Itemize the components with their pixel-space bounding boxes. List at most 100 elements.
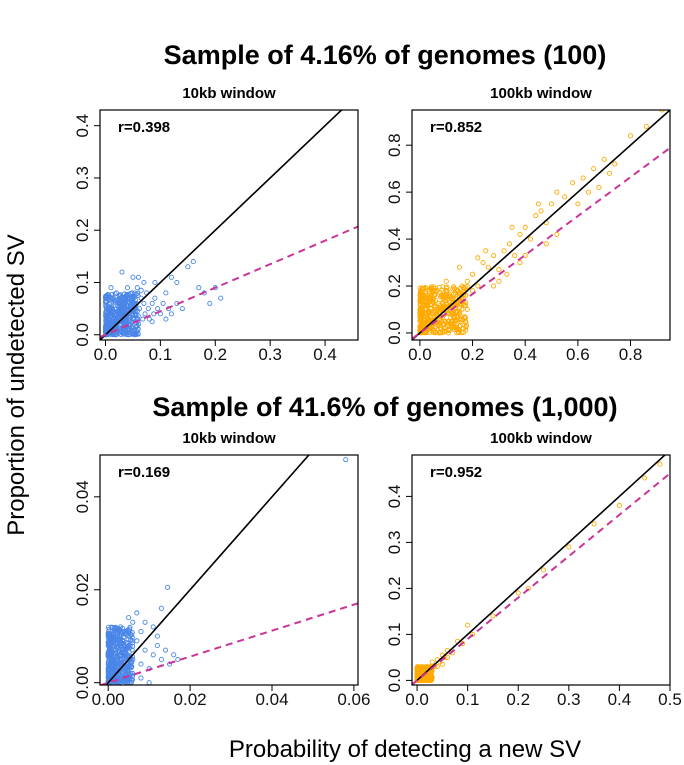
panel-0-cluster-point bbox=[107, 307, 113, 313]
panel-2-cluster-point bbox=[124, 643, 131, 649]
panel-2-data-point bbox=[142, 619, 148, 625]
panel-0-data-point bbox=[113, 290, 120, 296]
panel-1-cluster-point bbox=[419, 294, 425, 300]
panel-1-cluster-point bbox=[443, 319, 449, 326]
panel-1-cluster-point bbox=[450, 286, 456, 292]
panel-1-x-tick-label: 0.4 bbox=[513, 345, 537, 364]
panel-1-data-point bbox=[496, 267, 502, 273]
panel-1-cluster-point bbox=[427, 324, 433, 330]
panel-top-left: 10kb window 0.0 0.1 0.2 0.3 0.4 0.0 0.1 0.2 0.3 0.… bbox=[73, 85, 359, 364]
panel-1-data-point bbox=[475, 255, 481, 261]
panel-3-data-point bbox=[642, 475, 648, 481]
panel-0-x-tick-label: 0.0 bbox=[94, 345, 118, 364]
panel-3-y-tick-label: 0.2 bbox=[385, 577, 404, 601]
panel-1-data-point bbox=[543, 241, 549, 247]
panel-1-cluster-point bbox=[421, 285, 427, 292]
panel-0-data-point bbox=[142, 311, 148, 317]
panel-2-cluster-point bbox=[129, 677, 136, 683]
panel-0-x-tick-label: 0.4 bbox=[313, 345, 337, 364]
panel-0-frame bbox=[99, 109, 359, 341]
panel-2-data-point bbox=[126, 615, 132, 621]
panel-1-cluster-point bbox=[463, 302, 469, 308]
panel-1-data-point bbox=[433, 311, 439, 317]
panel-0-cluster-point bbox=[104, 319, 110, 325]
panel-2-data-point bbox=[134, 610, 140, 616]
panel-2-cluster-point bbox=[117, 627, 123, 633]
panel-3-data-point bbox=[616, 503, 622, 509]
panel-1-cluster-point bbox=[444, 288, 450, 294]
panel-2-data-point bbox=[142, 647, 148, 653]
panel-1-cluster-point bbox=[428, 327, 434, 333]
panel-2-cluster-point bbox=[105, 643, 111, 649]
panel-0-data-point bbox=[134, 285, 140, 291]
panel-1-cluster-point bbox=[446, 326, 452, 332]
panel-1-data-point bbox=[470, 271, 476, 277]
panel-2-data-point bbox=[117, 652, 124, 658]
panel-1-cluster-point bbox=[428, 285, 434, 292]
panel-1-data-point bbox=[596, 184, 602, 190]
panel-1-cluster-point bbox=[427, 291, 433, 297]
panel-3-data-point bbox=[540, 567, 547, 573]
panel-2-cluster-point bbox=[118, 636, 124, 642]
panel-0-y-tick-label: 0.1 bbox=[73, 271, 92, 295]
panel-2-x-tick-label: 0.00 bbox=[92, 690, 125, 709]
panel-0-data-point bbox=[138, 287, 144, 293]
panel-2-data-point bbox=[126, 633, 132, 639]
panel-3-data-point bbox=[465, 622, 471, 628]
panel-1-data-point bbox=[464, 278, 470, 284]
panel-1-cluster-point bbox=[451, 310, 457, 316]
panel-2-cluster-point bbox=[112, 626, 118, 632]
panel-0-fit-line bbox=[100, 225, 358, 339]
panel-3-data-point bbox=[591, 521, 597, 527]
panel-0-data-point bbox=[149, 319, 155, 325]
panel-3-cluster-point bbox=[425, 674, 431, 680]
panel-0-data-point bbox=[130, 316, 136, 322]
panel-3-y-tick-label: 0.4 bbox=[385, 485, 404, 509]
panel-0-data-point bbox=[163, 290, 169, 296]
panel-1-data-point bbox=[483, 248, 489, 254]
panel-2-cluster-point bbox=[109, 657, 115, 664]
panel-1-cluster-point bbox=[457, 309, 463, 315]
panel-2-cluster-point bbox=[105, 631, 111, 637]
panel-0-data-point bbox=[116, 298, 122, 304]
panel-2-data-point bbox=[138, 661, 144, 667]
panel-0-plot-area bbox=[100, 110, 358, 340]
panel-0-data-point bbox=[135, 321, 141, 327]
panel-0-data-point bbox=[124, 285, 130, 291]
panel-1-cluster-point bbox=[463, 319, 469, 325]
panel-2-data-point bbox=[109, 670, 115, 676]
panel-0-data-point bbox=[163, 316, 169, 322]
panel-1-cluster-point bbox=[437, 289, 443, 295]
panel-0-data-point bbox=[130, 274, 136, 280]
panel-2-y-tick-label: 0.02 bbox=[73, 573, 92, 606]
panel-2-cluster-point bbox=[119, 659, 125, 666]
panel-1-cluster-point bbox=[440, 303, 447, 309]
panel-0-data-point bbox=[149, 300, 155, 306]
panel-1-data-point bbox=[491, 283, 497, 289]
panel-2-cluster-point bbox=[112, 650, 118, 656]
panel-bottom-left: 10kb window 0.00 0.02 0.04 0.06 0.00 0.02 0.04 r… bbox=[73, 430, 370, 709]
panel-0-data-point bbox=[218, 295, 224, 301]
panel-1-data-point bbox=[533, 213, 539, 219]
panel-1-data-point bbox=[491, 252, 497, 259]
panel-2-x-tick-label: 0.02 bbox=[174, 690, 207, 709]
panel-0-data-point bbox=[131, 300, 137, 306]
panel-3-cluster-point bbox=[416, 665, 422, 671]
panel-0-y-tick-label: 0.3 bbox=[73, 166, 92, 190]
panel-2-correlation-label: r=0.169 bbox=[118, 464, 170, 481]
panel-0-data-point bbox=[123, 316, 129, 322]
panel-1-data-point bbox=[459, 283, 465, 289]
panel-0-data-point bbox=[140, 316, 146, 322]
y-axis-label: Proportion of undetected SV bbox=[3, 234, 30, 536]
panel-1-data-point bbox=[456, 264, 462, 270]
panel-0-cluster-point bbox=[132, 331, 138, 337]
panel-1-data-point bbox=[504, 271, 510, 277]
panel-1-cluster-point bbox=[458, 322, 464, 328]
panel-1-cluster-point bbox=[417, 311, 423, 317]
panel-0-data-point bbox=[174, 279, 180, 286]
panel-0-data-point bbox=[113, 316, 120, 322]
panel-1-data-point bbox=[517, 260, 523, 266]
panel-2-data-point bbox=[150, 624, 156, 630]
panel-2-data-point bbox=[154, 642, 160, 649]
